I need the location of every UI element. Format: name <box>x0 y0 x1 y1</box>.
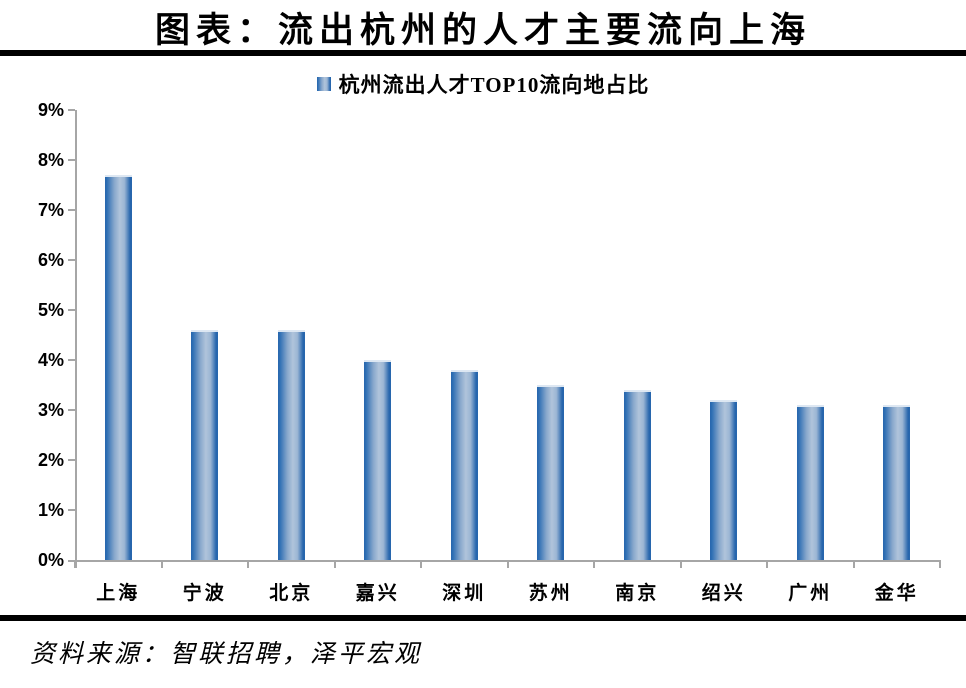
legend-label: 杭州流出人才TOP10流向地占比 <box>338 73 650 97</box>
y-axis-tick-label: 5% <box>37 300 64 320</box>
x-axis-category-label: 宁波 <box>182 583 227 604</box>
x-axis-category-label: 南京 <box>615 583 660 604</box>
bar-深圳 <box>450 370 478 560</box>
x-axis-category-label: 上海 <box>96 583 141 604</box>
x-axis-category-label: 广州 <box>788 583 833 604</box>
x-axis-category-label: 苏州 <box>528 583 573 604</box>
x-axis-tick <box>247 560 249 568</box>
y-axis-tick <box>68 259 75 261</box>
x-axis-tick <box>74 560 76 568</box>
bar-绍兴 <box>710 400 738 560</box>
x-axis-tick <box>679 560 682 568</box>
bar-嘉兴 <box>364 360 392 560</box>
y-axis-tick-label: 7% <box>37 200 64 220</box>
y-axis-tick-label: 3% <box>37 400 64 420</box>
bar-宁波 <box>191 330 219 560</box>
bar-北京 <box>277 330 305 560</box>
y-axis-tick <box>68 459 75 461</box>
y-axis-tick-label: 9% <box>37 100 64 120</box>
y-axis-tick <box>68 209 75 211</box>
top-divider-rule <box>0 50 966 56</box>
x-axis-category-label: 深圳 <box>442 583 487 604</box>
y-axis-tick <box>68 359 75 361</box>
y-axis-tick-label: 8% <box>37 150 64 170</box>
x-axis-tick <box>420 560 422 568</box>
x-axis-tick <box>766 560 768 568</box>
x-axis-tick <box>593 560 595 568</box>
x-axis-category-label: 金华 <box>874 583 919 604</box>
x-axis-category-label: 绍兴 <box>701 583 746 604</box>
y-axis-tick <box>68 309 75 311</box>
x-axis-tick <box>852 560 855 568</box>
y-axis-tick-label: 6% <box>37 250 64 270</box>
bar-苏州 <box>537 385 565 560</box>
x-axis-tick <box>506 560 509 568</box>
x-axis-tick <box>160 560 163 568</box>
x-axis-tick <box>333 560 336 568</box>
figure-title: 图表：流出杭州的人才主要流向上海 <box>154 11 811 50</box>
y-axis-tick-label: 2% <box>37 450 64 470</box>
y-axis-tick-label: 0% <box>37 550 64 570</box>
y-axis-tick <box>68 109 75 111</box>
y-axis-tick <box>68 159 75 161</box>
y-axis-tick-label: 1% <box>37 500 64 520</box>
x-axis-category-label: 嘉兴 <box>355 583 400 604</box>
y-axis-tick-label: 4% <box>37 350 64 370</box>
bottom-divider-rule <box>0 615 966 621</box>
x-axis-category-label: 北京 <box>269 583 314 604</box>
x-axis-tick <box>939 560 941 568</box>
y-axis-line <box>75 110 77 568</box>
y-axis-tick <box>68 409 75 411</box>
x-axis-line <box>68 560 940 562</box>
chart-legend: 杭州流出人才TOP10流向地占比 <box>0 71 966 97</box>
bar-金华 <box>883 405 911 560</box>
y-axis-tick <box>68 509 75 511</box>
bar-南京 <box>623 390 651 560</box>
legend-swatch-icon <box>316 77 331 91</box>
bar-广州 <box>796 405 824 560</box>
bar-上海 <box>104 175 132 560</box>
source-attribution: 资料来源：智联招聘，泽平宏观 <box>30 641 423 668</box>
